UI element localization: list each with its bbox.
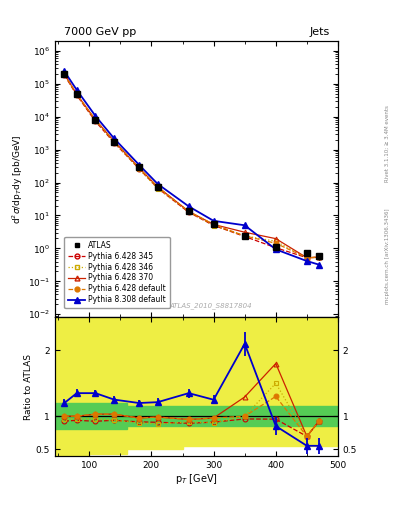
Polygon shape xyxy=(55,403,338,430)
Text: ATLAS_2010_S8817804: ATLAS_2010_S8817804 xyxy=(169,303,252,309)
X-axis label: p$_T$ [GeV]: p$_T$ [GeV] xyxy=(175,472,218,486)
Text: mcplots.cern.ch [arXiv:1306.3436]: mcplots.cern.ch [arXiv:1306.3436] xyxy=(385,208,390,304)
Text: Jets: Jets xyxy=(309,27,329,37)
Text: 7000 GeV pp: 7000 GeV pp xyxy=(64,27,136,37)
Y-axis label: d$^2\sigma$/dp$_T$dy [pb/GeV]: d$^2\sigma$/dp$_T$dy [pb/GeV] xyxy=(11,134,25,224)
Legend: ATLAS, Pythia 6.428 345, Pythia 6.428 346, Pythia 6.428 370, Pythia 6.428 defaul: ATLAS, Pythia 6.428 345, Pythia 6.428 34… xyxy=(64,237,170,308)
Text: Rivet 3.1.10; ≥ 3.4M events: Rivet 3.1.10; ≥ 3.4M events xyxy=(385,105,390,182)
Polygon shape xyxy=(55,317,338,456)
Y-axis label: Ratio to ATLAS: Ratio to ATLAS xyxy=(24,354,33,419)
